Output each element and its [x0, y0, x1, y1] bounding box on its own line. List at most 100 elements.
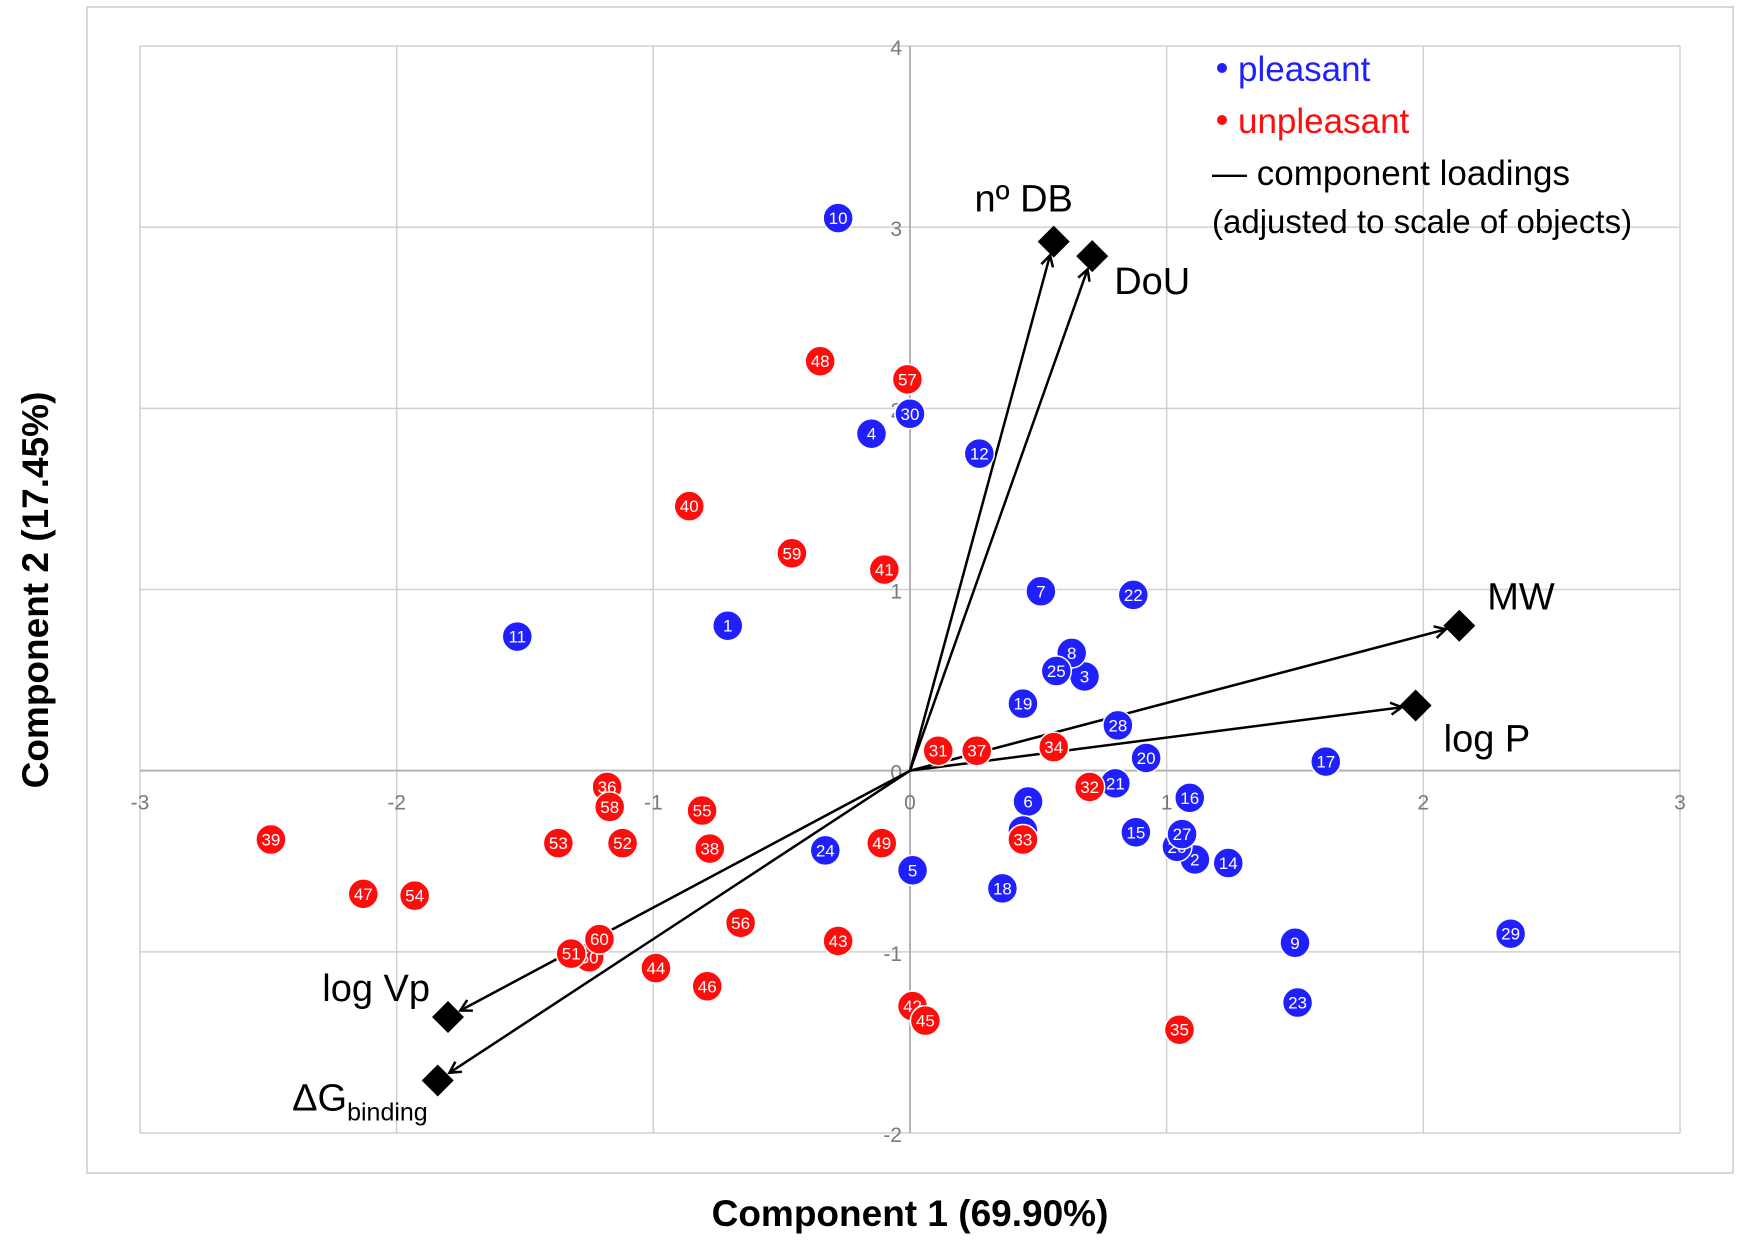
data-point-label: 56: [731, 914, 750, 933]
loading-marker: [1399, 689, 1432, 722]
x-tick-label: 2: [1417, 792, 1429, 815]
data-point-pleasant: [809, 834, 842, 867]
data-point-label: 39: [261, 831, 280, 850]
y-tick-label: 1: [890, 581, 902, 604]
data-point-unpleasant: [673, 490, 706, 522]
data-point-label: 59: [782, 544, 801, 563]
y-tick-label: 3: [890, 218, 902, 241]
data-point-label: 43: [829, 932, 848, 951]
data-point-label: 12: [970, 445, 989, 464]
data-point-pleasant: [986, 872, 1019, 905]
y-axis-title: Component 2 (17.45%): [15, 392, 56, 789]
legend-unpleasant-label: unpleasant: [1238, 102, 1410, 141]
data-point-pleasant: [1166, 818, 1198, 850]
data-point-label: 55: [693, 802, 712, 821]
data-point-pleasant: [1007, 687, 1039, 720]
data-point-label: 24: [816, 841, 835, 860]
data-point-label: 8: [1067, 644, 1076, 663]
loading-arrow: [909, 629, 1446, 772]
data-point-pleasant: [1102, 709, 1134, 742]
data-point-label: 38: [700, 840, 719, 859]
data-point-label: 32: [1080, 778, 1099, 797]
data-point-unpleasant: [691, 970, 723, 1003]
x-tick-label: 1: [1161, 792, 1173, 815]
legend-pleasant-label: pleasant: [1238, 50, 1371, 89]
data-point-label: 60: [590, 930, 609, 949]
data-point-unpleasant: [606, 827, 639, 859]
loading-arrow: [449, 769, 911, 1073]
loading-marker: [1076, 240, 1109, 273]
x-tick-label: -1: [644, 792, 663, 815]
data-point-label: 52: [613, 834, 632, 853]
data-point-label: 23: [1288, 994, 1307, 1013]
data-point-label: 9: [1290, 934, 1299, 953]
data-point-label: 6: [1023, 792, 1032, 811]
data-point-unpleasant: [255, 823, 287, 856]
data-point-pleasant: [855, 417, 888, 450]
data-point-label: 45: [916, 1012, 935, 1031]
data-point-pleasant: [963, 437, 996, 470]
legend-loadings-note: (adjusted to scale of objects): [1212, 203, 1632, 240]
loading-arrow: [908, 269, 1088, 772]
loading-label-main: ΔG: [292, 1077, 347, 1119]
data-point-pleasant: [1212, 847, 1245, 879]
data-point-pleasant: [1310, 745, 1342, 778]
data-point-label: 40: [680, 497, 699, 516]
x-tick-label: -3: [131, 792, 150, 815]
data-point-label: 41: [875, 561, 894, 580]
data-point-unpleasant: [583, 923, 616, 955]
data-point-label: 1: [723, 617, 732, 636]
data-point-unpleasant: [922, 734, 954, 767]
x-axis-title: Component 1 (69.90%): [712, 1193, 1109, 1234]
data-point-label: 20: [1137, 749, 1156, 768]
data-point-unpleasant: [593, 791, 626, 823]
data-point-unpleasant: [804, 345, 836, 377]
data-point-label: 37: [967, 742, 986, 761]
y-tick-label: -1: [883, 943, 902, 966]
x-tick-label: 0: [904, 792, 916, 815]
data-point-pleasant: [501, 620, 534, 653]
data-point-label: 17: [1316, 753, 1335, 772]
loading-marker: [421, 1064, 454, 1097]
data-point-label: 46: [698, 977, 717, 996]
data-point-label: 15: [1126, 823, 1145, 842]
data-point-label: 35: [1170, 1021, 1189, 1040]
data-point-label: 18: [993, 879, 1012, 898]
data-point-unpleasant: [724, 907, 757, 939]
data-point-unpleasant: [398, 879, 431, 912]
data-point-label: 21: [1106, 774, 1125, 793]
data-point-pleasant: [1281, 986, 1314, 1019]
data-point-pleasant: [1025, 575, 1057, 608]
loading-markers: nº DB DoU MW log P log Vp ΔGbinding: [292, 179, 1555, 1127]
data-point-label: 7: [1036, 582, 1045, 601]
legend-loadings-label: — component loadings: [1212, 154, 1570, 193]
data-point-label: 57: [898, 370, 917, 389]
data-point-label: 29: [1501, 925, 1520, 944]
data-point-unpleasant: [909, 1004, 942, 1037]
y-tick-label: -2: [883, 1124, 902, 1147]
data-point-pleasant: [712, 609, 744, 642]
legend-pleasant-marker: [1217, 63, 1227, 73]
data-point-label: 22: [1124, 586, 1143, 605]
data-point-unpleasant: [347, 878, 380, 910]
data-point-unpleasant: [776, 537, 808, 570]
data-point-label: 58: [600, 798, 619, 817]
data-point-unpleasant: [960, 734, 993, 767]
data-point-label: 53: [549, 834, 568, 853]
data-point-pleasant: [1279, 927, 1311, 959]
loading-label: log P: [1444, 718, 1531, 760]
data-point-unpleasant: [694, 832, 726, 865]
loading-label: DoU: [1114, 261, 1190, 303]
data-point-unpleasant: [542, 827, 575, 859]
data-point-label: 47: [354, 885, 373, 904]
data-point-unpleasant: [1163, 1013, 1196, 1046]
data-point-pleasant: [894, 398, 926, 430]
data-point-unpleasant: [868, 553, 901, 586]
loading-arrow: [909, 707, 1402, 772]
data-point-label: 51: [562, 945, 581, 964]
data-point-pleasant: [1174, 782, 1206, 814]
legend-unpleasant-marker: [1217, 115, 1227, 125]
data-points: 1234567891011121314151617181920212223242…: [255, 202, 1527, 1046]
y-tick-label: 0: [890, 762, 902, 785]
